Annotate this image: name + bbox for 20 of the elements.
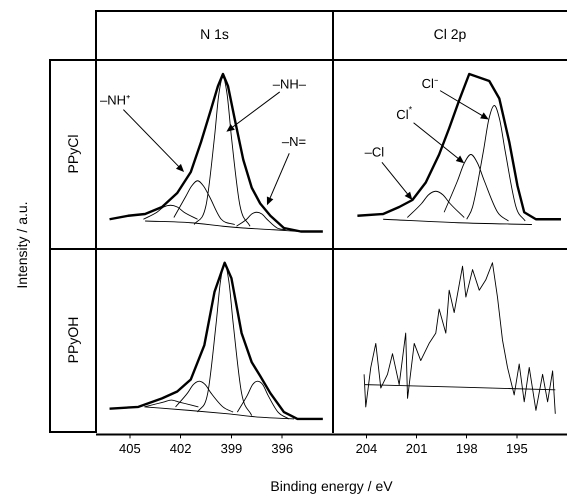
y-axis-title: Intensity / a.u. <box>14 200 30 291</box>
annotation: Cl* <box>396 104 413 122</box>
annotation: –N= <box>282 134 306 149</box>
x-tick-label: 201 <box>406 440 428 456</box>
x-tick-label: 204 <box>356 440 378 456</box>
annotation: –NH– <box>272 76 307 92</box>
chart-title: N 1s <box>199 26 230 42</box>
x-tick-label: 396 <box>271 440 294 456</box>
x-tick-label: 399 <box>220 440 242 456</box>
annotation: –NH⁺ <box>100 92 130 108</box>
x-tick-label: 405 <box>119 440 141 456</box>
chart-title: Cl 2p <box>432 26 468 42</box>
annotation: –Cl <box>364 144 384 160</box>
x-axis-title: Binding energy / eV <box>269 478 394 494</box>
text: PPyOH <box>65 315 81 365</box>
x-tick-label: 195 <box>506 440 528 456</box>
annotation: Cl⁻ <box>422 76 438 92</box>
x-tick-label: 198 <box>456 440 478 456</box>
x-tick-label: 402 <box>170 440 192 456</box>
text: PPyCl <box>65 133 81 175</box>
